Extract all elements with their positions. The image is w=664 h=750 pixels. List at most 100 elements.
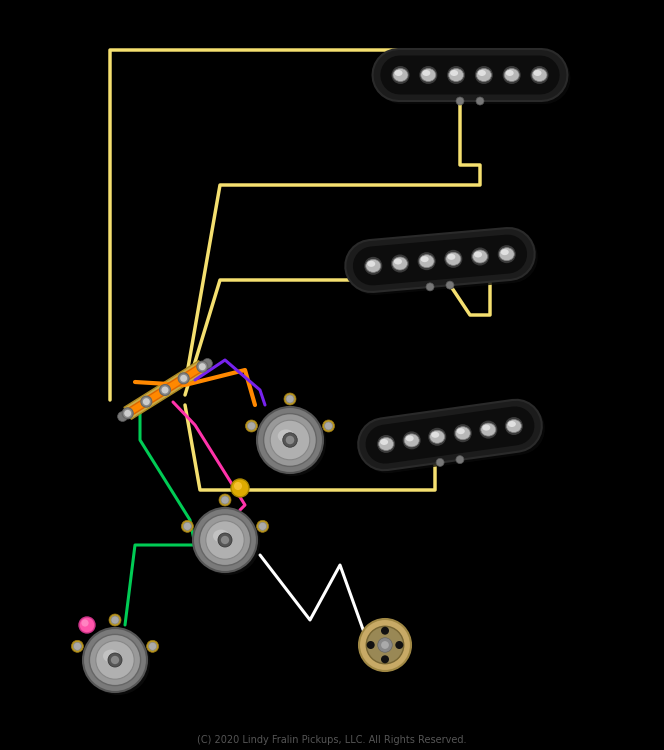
Ellipse shape [457, 428, 465, 434]
Circle shape [426, 283, 434, 291]
Circle shape [141, 396, 152, 407]
Circle shape [183, 522, 191, 530]
Circle shape [147, 640, 159, 652]
Circle shape [248, 422, 256, 430]
Ellipse shape [406, 436, 414, 442]
Circle shape [159, 385, 171, 395]
Ellipse shape [506, 70, 514, 76]
Circle shape [221, 496, 229, 504]
Circle shape [258, 522, 266, 530]
Circle shape [286, 395, 294, 403]
Circle shape [498, 245, 516, 263]
Circle shape [82, 620, 88, 626]
Circle shape [181, 520, 193, 532]
Ellipse shape [504, 68, 519, 82]
Ellipse shape [507, 419, 521, 433]
Circle shape [264, 413, 317, 466]
Ellipse shape [481, 423, 496, 436]
Polygon shape [380, 56, 560, 94]
Circle shape [378, 638, 392, 652]
Circle shape [260, 410, 326, 476]
Circle shape [270, 420, 310, 460]
Ellipse shape [532, 68, 547, 82]
Circle shape [257, 407, 323, 473]
Circle shape [86, 631, 150, 695]
Circle shape [111, 656, 119, 664]
Circle shape [476, 97, 484, 105]
Ellipse shape [508, 421, 516, 427]
Ellipse shape [501, 249, 509, 255]
Circle shape [180, 375, 187, 382]
Ellipse shape [422, 70, 430, 76]
Ellipse shape [473, 250, 487, 263]
Ellipse shape [421, 68, 436, 82]
Circle shape [108, 653, 122, 667]
Circle shape [178, 373, 189, 384]
Circle shape [83, 628, 147, 692]
Circle shape [193, 508, 257, 572]
Circle shape [395, 641, 403, 649]
Ellipse shape [476, 68, 491, 82]
Circle shape [419, 66, 438, 84]
Circle shape [124, 410, 131, 417]
Circle shape [446, 281, 454, 290]
Circle shape [454, 424, 472, 442]
Ellipse shape [213, 530, 229, 542]
Circle shape [286, 436, 294, 444]
Circle shape [471, 248, 489, 266]
Circle shape [218, 533, 232, 547]
Circle shape [505, 417, 523, 435]
Ellipse shape [103, 650, 119, 662]
Polygon shape [349, 231, 538, 295]
Circle shape [456, 97, 464, 105]
Polygon shape [353, 235, 527, 285]
Circle shape [206, 520, 244, 560]
Ellipse shape [533, 70, 542, 76]
Circle shape [118, 412, 127, 422]
Circle shape [447, 66, 465, 84]
Circle shape [109, 614, 121, 626]
Ellipse shape [478, 70, 486, 76]
Circle shape [231, 479, 249, 497]
Circle shape [219, 494, 231, 506]
Circle shape [402, 431, 421, 449]
Ellipse shape [378, 437, 394, 451]
Circle shape [418, 252, 436, 270]
Text: (C) 2020 Lindy Fralin Pickups, LLC. All Rights Reserved.: (C) 2020 Lindy Fralin Pickups, LLC. All … [197, 735, 467, 745]
Polygon shape [376, 52, 570, 104]
Circle shape [428, 427, 446, 445]
Circle shape [381, 627, 389, 634]
Circle shape [367, 641, 374, 649]
Circle shape [284, 393, 296, 405]
Ellipse shape [446, 252, 461, 266]
Polygon shape [345, 228, 535, 292]
Circle shape [197, 362, 208, 372]
Ellipse shape [430, 430, 445, 443]
Circle shape [143, 398, 150, 405]
Ellipse shape [421, 256, 429, 262]
Circle shape [246, 420, 258, 432]
Ellipse shape [393, 68, 408, 82]
Ellipse shape [367, 261, 375, 267]
Ellipse shape [474, 251, 482, 257]
Circle shape [196, 511, 260, 575]
Circle shape [456, 455, 464, 464]
Circle shape [365, 256, 382, 274]
Circle shape [72, 640, 84, 652]
Polygon shape [373, 49, 568, 101]
Circle shape [531, 66, 548, 84]
Circle shape [391, 254, 409, 272]
Circle shape [161, 386, 169, 394]
Circle shape [381, 656, 389, 663]
Ellipse shape [404, 434, 419, 447]
Ellipse shape [449, 68, 463, 82]
Ellipse shape [419, 255, 434, 268]
Circle shape [111, 616, 119, 624]
Ellipse shape [450, 70, 458, 76]
Polygon shape [129, 365, 201, 415]
Circle shape [479, 421, 497, 439]
Circle shape [256, 520, 268, 532]
Polygon shape [124, 361, 206, 419]
Ellipse shape [380, 439, 388, 445]
Polygon shape [359, 400, 542, 470]
